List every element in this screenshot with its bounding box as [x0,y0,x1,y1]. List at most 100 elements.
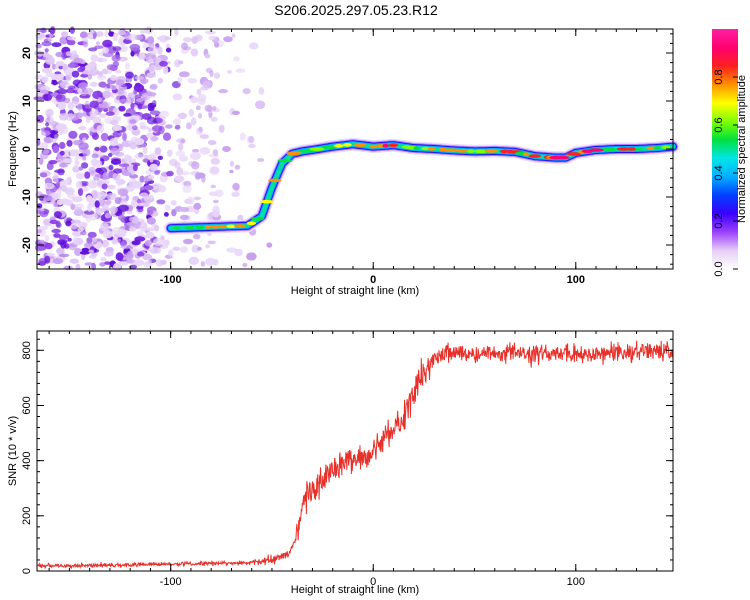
noise-blob [47,36,53,42]
noise-blob [54,169,65,173]
noise-blob [195,105,201,111]
noise-blob [117,178,122,187]
noise-blob [207,140,217,146]
noise-blob [142,158,149,163]
noise-blob [194,172,201,180]
noise-blob [168,249,174,257]
ridge-layer-1 [165,139,678,234]
noise-blob [162,239,170,247]
noise-blob [212,105,217,111]
noise-blob [78,166,84,171]
ridge-hotspot [444,148,460,153]
noise-blob [147,36,155,45]
noise-blob [53,211,62,219]
noise-blob [246,252,257,261]
noise-blob [88,47,98,52]
noise-blob [204,30,216,35]
noise-blob [159,60,168,67]
noise-blob [95,41,101,46]
ridge-hotspot [653,146,660,150]
ridge-layer-0 [164,137,680,235]
noise-blob [146,116,157,125]
noise-blob [112,173,118,181]
noise-blob [210,157,221,165]
noise-blob [147,259,152,264]
noise-blob [75,180,83,189]
ridge-layer-4 [168,142,675,231]
noise-blob [91,153,99,159]
noise-blob [49,219,59,225]
ridge-layer-3 [167,141,676,232]
noise-blob [117,214,126,221]
noise-blob [69,258,80,264]
noise-blob [58,65,64,70]
noise-blob [146,227,156,232]
spectral-ridge [164,137,680,235]
noise-blob [166,170,174,177]
noise-blob [143,176,149,184]
noise-blob [102,57,108,63]
noise-blob [255,100,266,109]
noise-blob [212,258,219,266]
noise-blob [44,235,50,242]
noise-blob [77,227,84,233]
noise-blob [123,252,134,261]
noise-blob [191,36,199,44]
noise-blob [71,225,77,230]
noise-blob [136,98,144,102]
noise-blob [124,154,131,163]
noise-blob [52,258,64,265]
noise-blob [82,149,91,157]
snr-y-tick-label: 600 [21,396,33,414]
noise-blob [173,175,185,183]
noise-blob [54,134,59,140]
noise-blob [249,42,259,50]
noise-blob [78,82,88,90]
noise-blob [139,125,150,130]
noise-blob [178,71,190,78]
noise-blob [102,39,113,48]
noise-blob [84,171,91,179]
snr-axes: -100 0 100 0 200 400 600 800 [21,331,673,588]
noise-blob [132,164,138,172]
noise-blob [214,42,220,48]
snr-y-tick-label: 400 [21,451,33,469]
noise-blob [141,78,146,85]
noise-blob [51,81,59,85]
noise-blob [157,155,163,160]
noise-blob [35,32,45,41]
noise-blob [96,125,105,134]
noise-blob [223,36,233,43]
noise-blob [69,26,75,34]
noise-blob [128,33,137,42]
noise-blob [76,58,84,64]
noise-blob [139,52,145,59]
ridge-hotspot [333,144,344,148]
noise-blob [149,163,158,171]
noise-blob [52,145,60,154]
noise-blob [144,185,154,191]
noise-blob [88,249,95,254]
noise-blob [60,241,67,249]
noise-blob [212,149,219,157]
noise-blob [156,36,167,41]
ridge-hotspot [184,225,194,230]
spectrogram-x-label: Height of straight line (km) [291,285,419,297]
noise-blob [107,152,113,158]
noise-blob [144,240,152,247]
noise-blob [101,68,108,75]
noise-blob [112,125,122,131]
noise-blob [188,108,194,117]
noise-blob [118,163,130,167]
noise-blob [87,231,97,239]
noise-blob [40,130,51,137]
noise-blob [117,29,126,36]
noise-blob [187,78,198,84]
noise-blob [181,42,188,51]
noise-blob [90,81,98,87]
colorbar-tick-label: 0.8 [713,69,725,84]
noise-blob [36,114,44,123]
ridge-hotspot [277,158,293,163]
noise-blob [147,127,153,133]
noise-blob [209,166,220,174]
